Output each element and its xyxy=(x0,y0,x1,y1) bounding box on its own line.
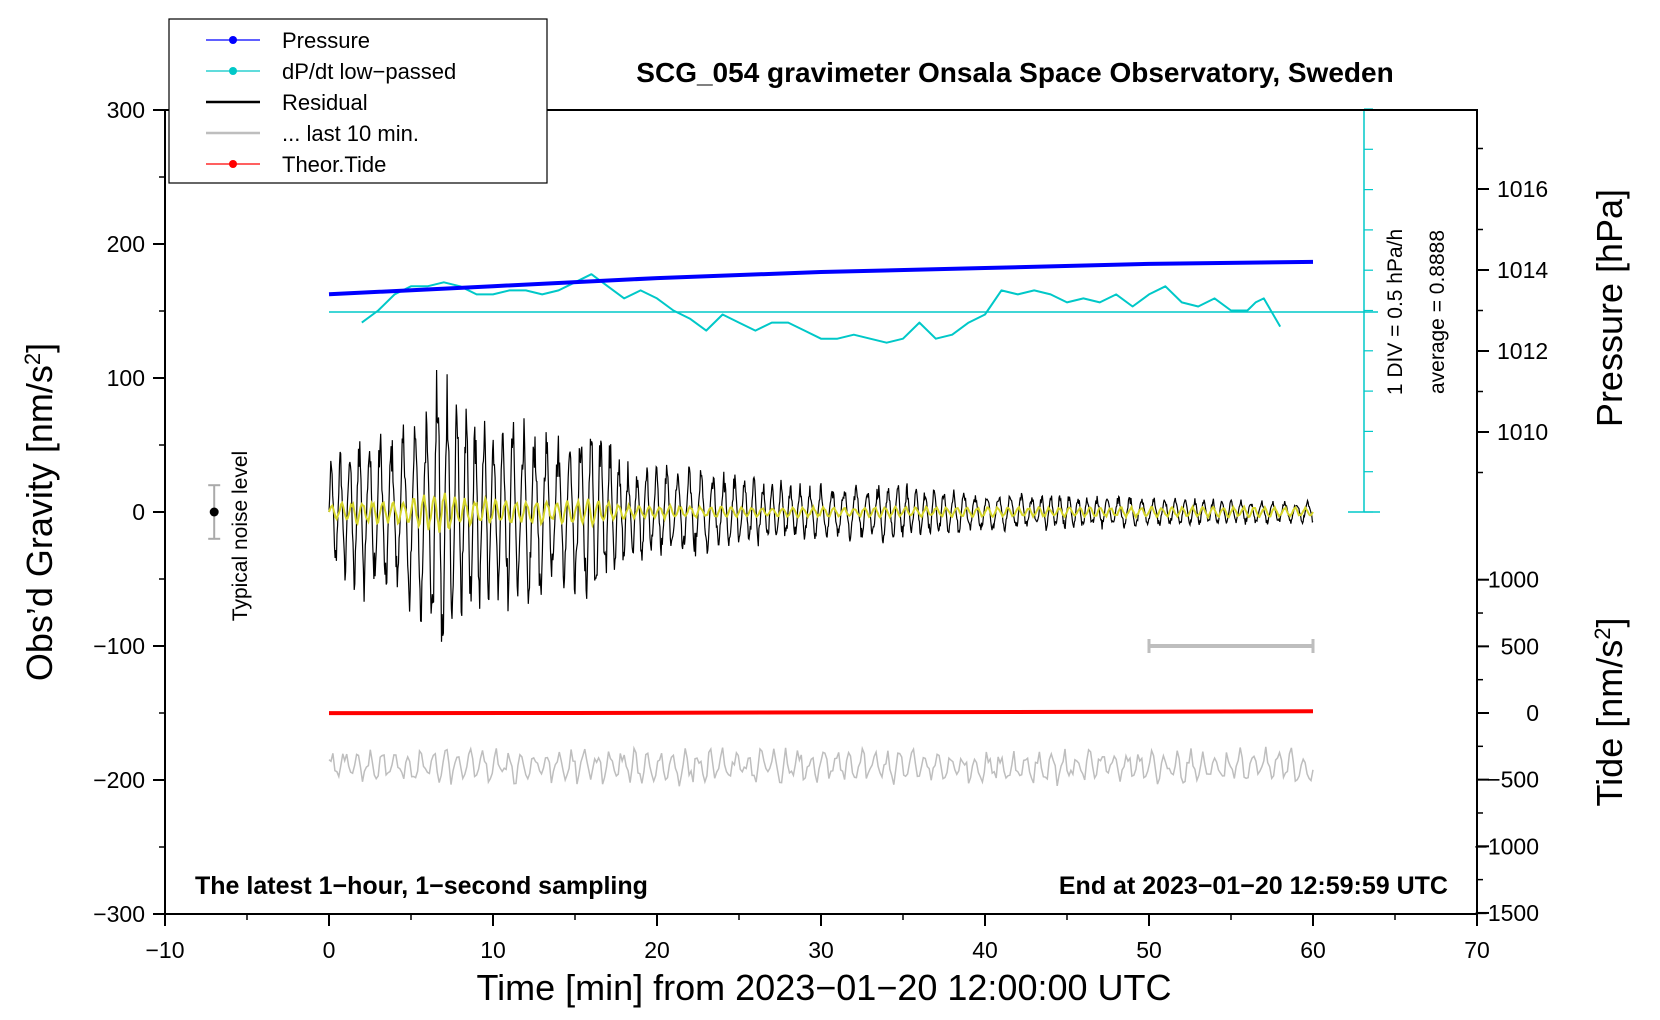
residual-smoothed-line xyxy=(328,492,1314,533)
y-axis-left: 300 200 100 0 −100 −200 −300 xyxy=(93,97,165,927)
x-tick-label: −10 xyxy=(145,937,184,963)
tide-tick-label: 0 xyxy=(1526,700,1539,726)
x-tick-label: 40 xyxy=(972,937,998,963)
noise-label: Typical noise level xyxy=(229,451,252,621)
y-axis-title: Obs’d Gravity [nm/s2] xyxy=(19,343,60,681)
y-axis-title-end: ] xyxy=(19,343,60,353)
footer-left: The latest 1−hour, 1−second sampling xyxy=(195,872,648,900)
legend-label: Residual xyxy=(282,90,368,115)
legend-label: Pressure xyxy=(282,28,370,53)
legend-marker xyxy=(229,67,237,75)
tide-axis-title: Tide [nm/s2] xyxy=(1589,618,1630,807)
y-tick-label: 0 xyxy=(132,499,145,525)
x-axis-title: Time [min] from 2023−01−20 12:00:00 UTC xyxy=(476,967,1171,1008)
pressure-tick-label: 1014 xyxy=(1497,257,1548,283)
y-axis-title-sup: 2 xyxy=(20,353,45,365)
footer-right: End at 2023−01−20 12:59:59 UTC xyxy=(1059,872,1448,900)
legend-marker xyxy=(229,36,237,44)
dpdt-line xyxy=(361,273,1282,344)
x-tick-label: 70 xyxy=(1464,937,1490,963)
residual-line xyxy=(328,369,1314,642)
pressure-tick-label: 1010 xyxy=(1497,419,1548,445)
y-tick-label: −200 xyxy=(93,767,145,793)
tide-tick-label: 1000 xyxy=(1488,567,1539,593)
legend-marker xyxy=(229,160,237,168)
tide-tick-label: 500 xyxy=(1501,633,1539,659)
x-tick-label: 20 xyxy=(644,937,670,963)
legend-label: dP/dt low−passed xyxy=(282,59,456,84)
x-axis: −10 0 10 20 30 40 50 60 70 xyxy=(145,914,1490,963)
x-tick-label: 0 xyxy=(323,937,336,963)
legend-items: Pressure dP/dt low−passed Residual ... last… xyxy=(206,28,456,177)
pressure-line xyxy=(328,259,1314,297)
y-tick-label: 100 xyxy=(107,365,145,391)
legend-label: ... last 10 min. xyxy=(282,121,419,146)
legend: Pressure dP/dt low−passed Residual ... last… xyxy=(168,18,548,184)
x-tick-label: 10 xyxy=(480,937,506,963)
tide-tick-label: −1000 xyxy=(1474,833,1539,859)
last10-line xyxy=(328,745,1314,787)
tide-axis-title-end: ] xyxy=(1589,618,1630,628)
legend-label: Theor.Tide xyxy=(282,152,386,177)
y-tick-label: −300 xyxy=(93,901,145,927)
div-label: 1 DIV = 0.5 hPa/h xyxy=(1384,229,1407,395)
chart-title: SCG_054 gravimeter Onsala Space Observat… xyxy=(636,57,1393,88)
pressure-axis-title: Pressure [hPa] xyxy=(1589,189,1630,427)
tide-line xyxy=(328,709,1314,716)
tide-axis-title-main: Tide [nm/s xyxy=(1589,640,1630,807)
pressure-tick-label: 1016 xyxy=(1497,176,1548,202)
noise-bar-point xyxy=(209,507,219,517)
x-tick-label: 50 xyxy=(1136,937,1162,963)
y-tick-label: −100 xyxy=(93,633,145,659)
y-tick-label: 200 xyxy=(107,231,145,257)
tide-axis: 1000 500 0 −500 −1000 −1500 xyxy=(1474,567,1539,926)
tide-axis-title-sup: 2 xyxy=(1590,628,1615,640)
series-layer xyxy=(208,108,1380,787)
average-label: average = 0.8888 xyxy=(1426,230,1449,394)
pressure-tick-label: 1012 xyxy=(1497,338,1548,364)
x-tick-label: 60 xyxy=(1300,937,1326,963)
plot-frame xyxy=(164,109,1478,915)
y-axis-title-main: Obs’d Gravity [nm/s xyxy=(19,365,60,681)
tide-tick-label: −1500 xyxy=(1474,900,1539,926)
y-tick-label: 300 xyxy=(107,97,145,123)
pressure-axis: 1016 1014 1012 1010 xyxy=(1477,147,1548,474)
tide-tick-label: −500 xyxy=(1487,767,1539,793)
x-tick-label: 30 xyxy=(808,937,834,963)
